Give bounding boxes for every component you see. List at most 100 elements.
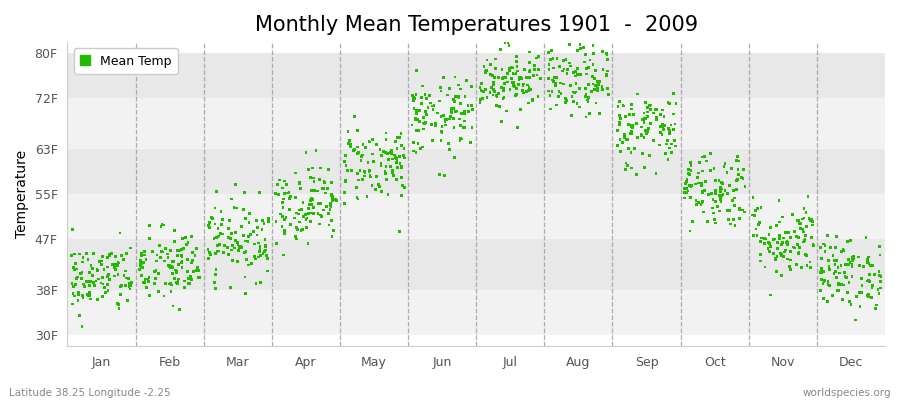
Point <box>71 298 86 304</box>
Point <box>136 279 150 286</box>
Point <box>410 108 424 114</box>
Point <box>157 222 171 228</box>
Point <box>642 152 656 158</box>
Point <box>175 253 189 259</box>
Point <box>677 195 691 201</box>
Point <box>204 214 219 221</box>
Point <box>165 263 179 269</box>
Point <box>202 256 216 262</box>
Point <box>708 190 723 197</box>
Point <box>120 250 134 257</box>
Point <box>621 145 635 152</box>
Point <box>637 116 652 122</box>
Point <box>390 156 404 163</box>
Point <box>814 244 828 251</box>
Point <box>500 70 515 77</box>
Point <box>695 199 709 206</box>
Point <box>708 188 723 194</box>
Point <box>523 75 537 81</box>
Point <box>221 251 236 258</box>
Point <box>487 74 501 81</box>
Point <box>107 264 122 271</box>
Point <box>487 82 501 88</box>
Point <box>713 208 727 214</box>
Point <box>653 111 668 118</box>
Point <box>620 162 634 169</box>
Point <box>374 162 388 169</box>
Point <box>365 136 380 142</box>
Point <box>282 189 296 196</box>
Point <box>576 44 590 51</box>
Point <box>87 282 102 289</box>
Point <box>394 142 409 149</box>
Point <box>683 228 698 234</box>
Point <box>581 64 596 71</box>
Point <box>758 236 772 242</box>
Point <box>362 167 376 174</box>
Point <box>111 260 125 266</box>
Point <box>315 185 329 192</box>
Point <box>317 207 331 213</box>
Point <box>68 260 83 267</box>
Point <box>691 180 706 186</box>
Point <box>66 290 80 296</box>
Point <box>550 55 564 62</box>
Point <box>381 157 395 163</box>
Point <box>313 200 328 207</box>
Point <box>762 231 777 238</box>
Point <box>256 220 271 227</box>
Point <box>852 304 867 310</box>
Point <box>386 172 400 179</box>
Point <box>389 155 403 162</box>
Point <box>304 201 319 208</box>
Point <box>275 214 290 220</box>
Point <box>649 106 663 112</box>
Point <box>76 295 90 301</box>
Point <box>865 284 879 291</box>
Point <box>446 105 461 112</box>
Point <box>722 216 736 223</box>
Point <box>346 148 361 154</box>
Point <box>208 221 222 227</box>
Point <box>165 270 179 277</box>
Point <box>364 183 379 189</box>
Point <box>149 252 164 258</box>
Point <box>794 221 808 227</box>
Point <box>860 278 875 284</box>
Point <box>141 278 156 285</box>
Point <box>772 197 787 203</box>
Point <box>73 270 87 276</box>
Point <box>211 242 225 249</box>
Point <box>294 207 309 213</box>
Point <box>617 131 632 138</box>
Point <box>432 98 446 104</box>
Point <box>249 280 264 286</box>
Point <box>657 113 671 120</box>
Point <box>783 266 797 273</box>
Point <box>847 253 861 260</box>
Point <box>439 116 454 123</box>
Point <box>249 232 264 238</box>
Point <box>778 240 793 246</box>
Point <box>568 73 582 79</box>
Point <box>434 114 448 120</box>
Point <box>567 89 581 96</box>
Point <box>393 130 408 137</box>
Point <box>618 113 633 120</box>
Point <box>664 141 679 147</box>
Point <box>502 67 517 74</box>
Point <box>753 258 768 264</box>
Point <box>354 158 368 164</box>
Point <box>415 100 429 107</box>
Point <box>257 236 272 242</box>
Point <box>157 293 171 299</box>
Point <box>137 260 151 266</box>
Point <box>611 104 625 110</box>
Point <box>798 251 813 258</box>
Point <box>842 257 856 263</box>
Point <box>772 219 787 225</box>
Point <box>733 207 747 213</box>
Point <box>487 74 501 81</box>
Point <box>508 71 523 77</box>
Point <box>736 166 751 173</box>
